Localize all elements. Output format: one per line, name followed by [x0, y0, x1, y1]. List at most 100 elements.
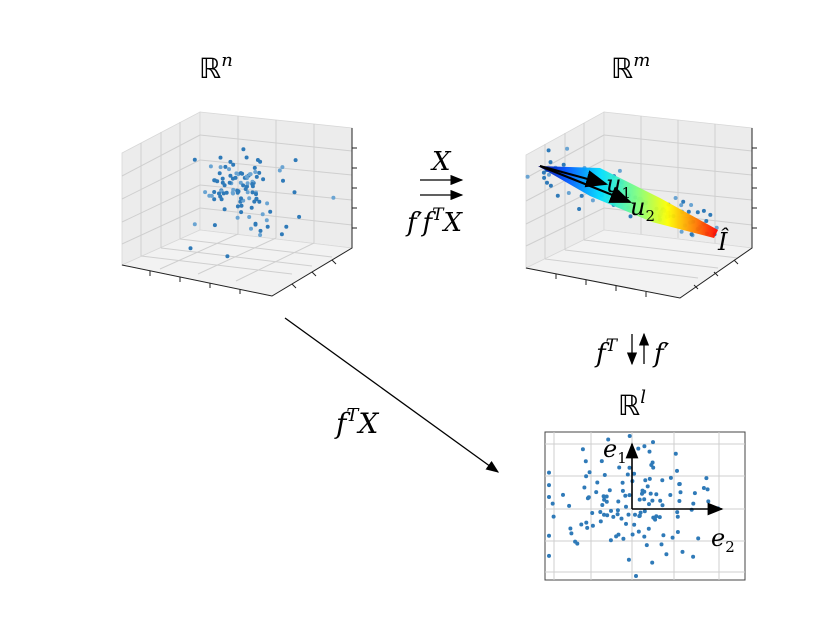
- scatter-point: [212, 197, 217, 202]
- scatter-point: [253, 170, 258, 174]
- scatter-point: [583, 459, 588, 464]
- scatter-point: [601, 494, 606, 499]
- scatter-point: [566, 191, 571, 195]
- scatter-point: [602, 497, 607, 502]
- scatter-point: [221, 191, 226, 196]
- scatter-point: [247, 196, 252, 201]
- scatter-point: [615, 512, 620, 517]
- scatter-point: [598, 510, 603, 514]
- scatter-point: [637, 514, 642, 519]
- scatter-point: [279, 232, 284, 237]
- scatter-point: [638, 510, 643, 515]
- rm-label: ℝm: [611, 50, 650, 85]
- scatter-point: [619, 516, 624, 521]
- scatter-point: [577, 207, 582, 211]
- scatter-point: [228, 159, 233, 164]
- u2-label: u2: [630, 193, 655, 225]
- scatter-point: [188, 246, 193, 251]
- vert-label-ft: fT: [594, 336, 619, 369]
- scatter-point: [673, 451, 678, 456]
- scatter-point: [241, 183, 246, 188]
- scatter-point: [580, 447, 585, 452]
- scatter-point: [235, 215, 240, 220]
- scatter-point: [284, 224, 289, 229]
- scatter-point: [569, 531, 574, 536]
- rl-scatter-points: [547, 434, 720, 578]
- scatter-point: [224, 190, 229, 195]
- scatter-point: [679, 203, 684, 208]
- scatter-point: [245, 190, 250, 195]
- diag-label-ftx: fTX: [334, 405, 379, 440]
- scatter-point: [677, 482, 682, 486]
- scatter-point: [678, 490, 683, 495]
- scatter-point: [235, 204, 240, 209]
- scatter-point: [252, 165, 257, 170]
- scatter-point: [691, 554, 696, 559]
- scatter-point: [602, 512, 606, 517]
- scatter-point: [696, 536, 701, 541]
- scatter-point: [222, 207, 227, 212]
- scatter-point: [223, 164, 228, 169]
- scatter-point: [547, 553, 551, 558]
- scatter-point: [650, 560, 655, 565]
- scatter-point: [573, 539, 578, 544]
- scatter-point: [637, 497, 642, 502]
- scatter-point: [616, 499, 621, 504]
- scatter-point: [203, 190, 208, 195]
- rn-exponent: n: [221, 50, 233, 71]
- scatter-point: [679, 229, 684, 234]
- scatter-point: [657, 515, 662, 520]
- scatter-point: [673, 196, 678, 200]
- scatter-point: [280, 165, 285, 170]
- scatter-point: [218, 165, 223, 170]
- scatter-point: [606, 437, 611, 442]
- scatter-point: [645, 484, 650, 489]
- scatter-point: [590, 198, 595, 203]
- scatter-point: [561, 162, 566, 167]
- scatter-point: [660, 478, 665, 483]
- scatter-point: [585, 525, 590, 530]
- scatter-point: [623, 493, 628, 498]
- scatter-point: [675, 510, 680, 515]
- scatter-point: [245, 181, 250, 186]
- scatter-point: [265, 224, 270, 229]
- scatter-point: [632, 471, 637, 476]
- scatter-point: [541, 170, 546, 175]
- rn-scatter-points: [188, 147, 336, 259]
- rm-exponent: m: [633, 50, 650, 71]
- scatter-point: [643, 478, 648, 483]
- scatter-point: [675, 514, 680, 519]
- scatter-point: [547, 470, 551, 475]
- scatter-point: [239, 210, 244, 215]
- scatter-point: [542, 175, 547, 180]
- scatter-point: [599, 459, 604, 464]
- scatter-point: [680, 549, 685, 554]
- scatter-point: [249, 226, 253, 231]
- scatter-point: [248, 172, 253, 177]
- scatter-point: [525, 174, 530, 179]
- e2-label: e2: [711, 524, 735, 556]
- scatter-point: [634, 574, 638, 578]
- scatter-point: [608, 538, 613, 543]
- scatter-point: [228, 173, 233, 178]
- scatter-point: [650, 460, 655, 465]
- scatter-point: [607, 488, 612, 493]
- scatter-point: [605, 513, 610, 518]
- scatter-point: [264, 218, 269, 223]
- scatter-point: [704, 219, 709, 223]
- scatter-point: [626, 557, 631, 562]
- scatter-point: [238, 171, 243, 176]
- top-arrow-label-ffx: f′fTX: [405, 205, 464, 238]
- scatter-point: [277, 168, 282, 173]
- scatter-point: [239, 203, 244, 208]
- scatter-point: [636, 446, 641, 451]
- scatter-point: [265, 201, 270, 206]
- scatter-point: [640, 488, 645, 493]
- scatter-point: [233, 175, 238, 180]
- scatter-point: [627, 493, 632, 498]
- rl-symbol: ℝ: [618, 389, 640, 422]
- scatter-point: [647, 476, 652, 481]
- scatter-point: [611, 514, 616, 519]
- scatter-point: [207, 193, 212, 198]
- scatter-point: [568, 526, 573, 531]
